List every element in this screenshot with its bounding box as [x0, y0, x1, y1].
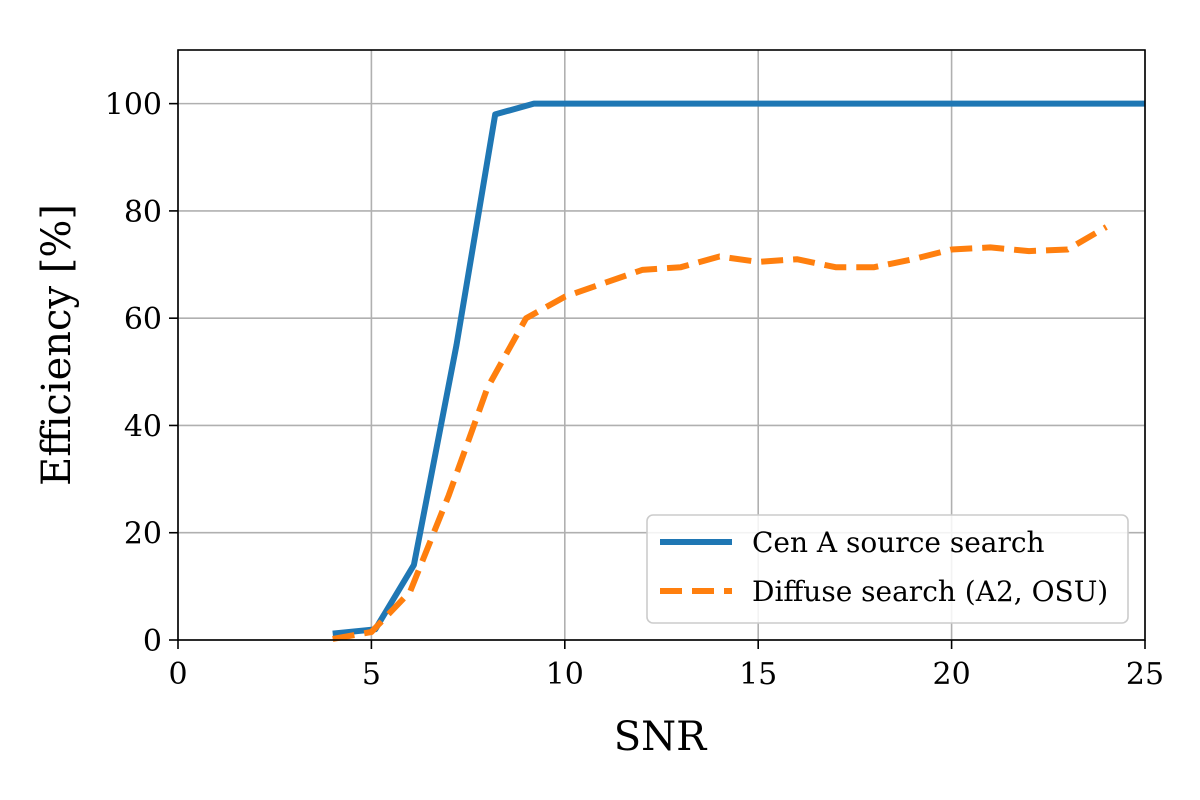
- y-tick-label: 60: [124, 302, 162, 337]
- series-layer: [332, 100, 1145, 642]
- y-tick-label: 80: [124, 195, 162, 230]
- x-tick-label: 25: [1126, 657, 1164, 692]
- legend: Cen A source search Diffuse search (A2, …: [646, 514, 1129, 624]
- x-axis-label: SNR: [614, 714, 708, 760]
- x-tick-label: 0: [168, 657, 187, 692]
- plot-frame: [177, 49, 1146, 641]
- y-tick-label: 0: [143, 624, 162, 659]
- x-tick-label: 5: [362, 657, 381, 692]
- x-tick-label: 10: [546, 657, 584, 692]
- y-tick-label: 40: [124, 409, 162, 444]
- series-line-0: [332, 100, 1145, 637]
- x-tick-label: 15: [739, 657, 777, 692]
- y-tick-label: 20: [124, 517, 162, 552]
- axis-ticks: [169, 102, 1146, 649]
- x-tick-label: 20: [933, 657, 971, 692]
- legend-label-diffuse: Diffuse search (A2, OSU): [752, 575, 1108, 608]
- y-axis-label: Efficiency [%]: [34, 204, 80, 486]
- tick-labels: 0 5 10 15 20 25 0 20 40 60 80 100: [105, 88, 1164, 692]
- legend-box: [646, 514, 1129, 624]
- legend-label-cen-a: Cen A source search: [752, 526, 1045, 559]
- series-line-1: [332, 224, 1108, 642]
- y-tick-label: 100: [105, 88, 162, 123]
